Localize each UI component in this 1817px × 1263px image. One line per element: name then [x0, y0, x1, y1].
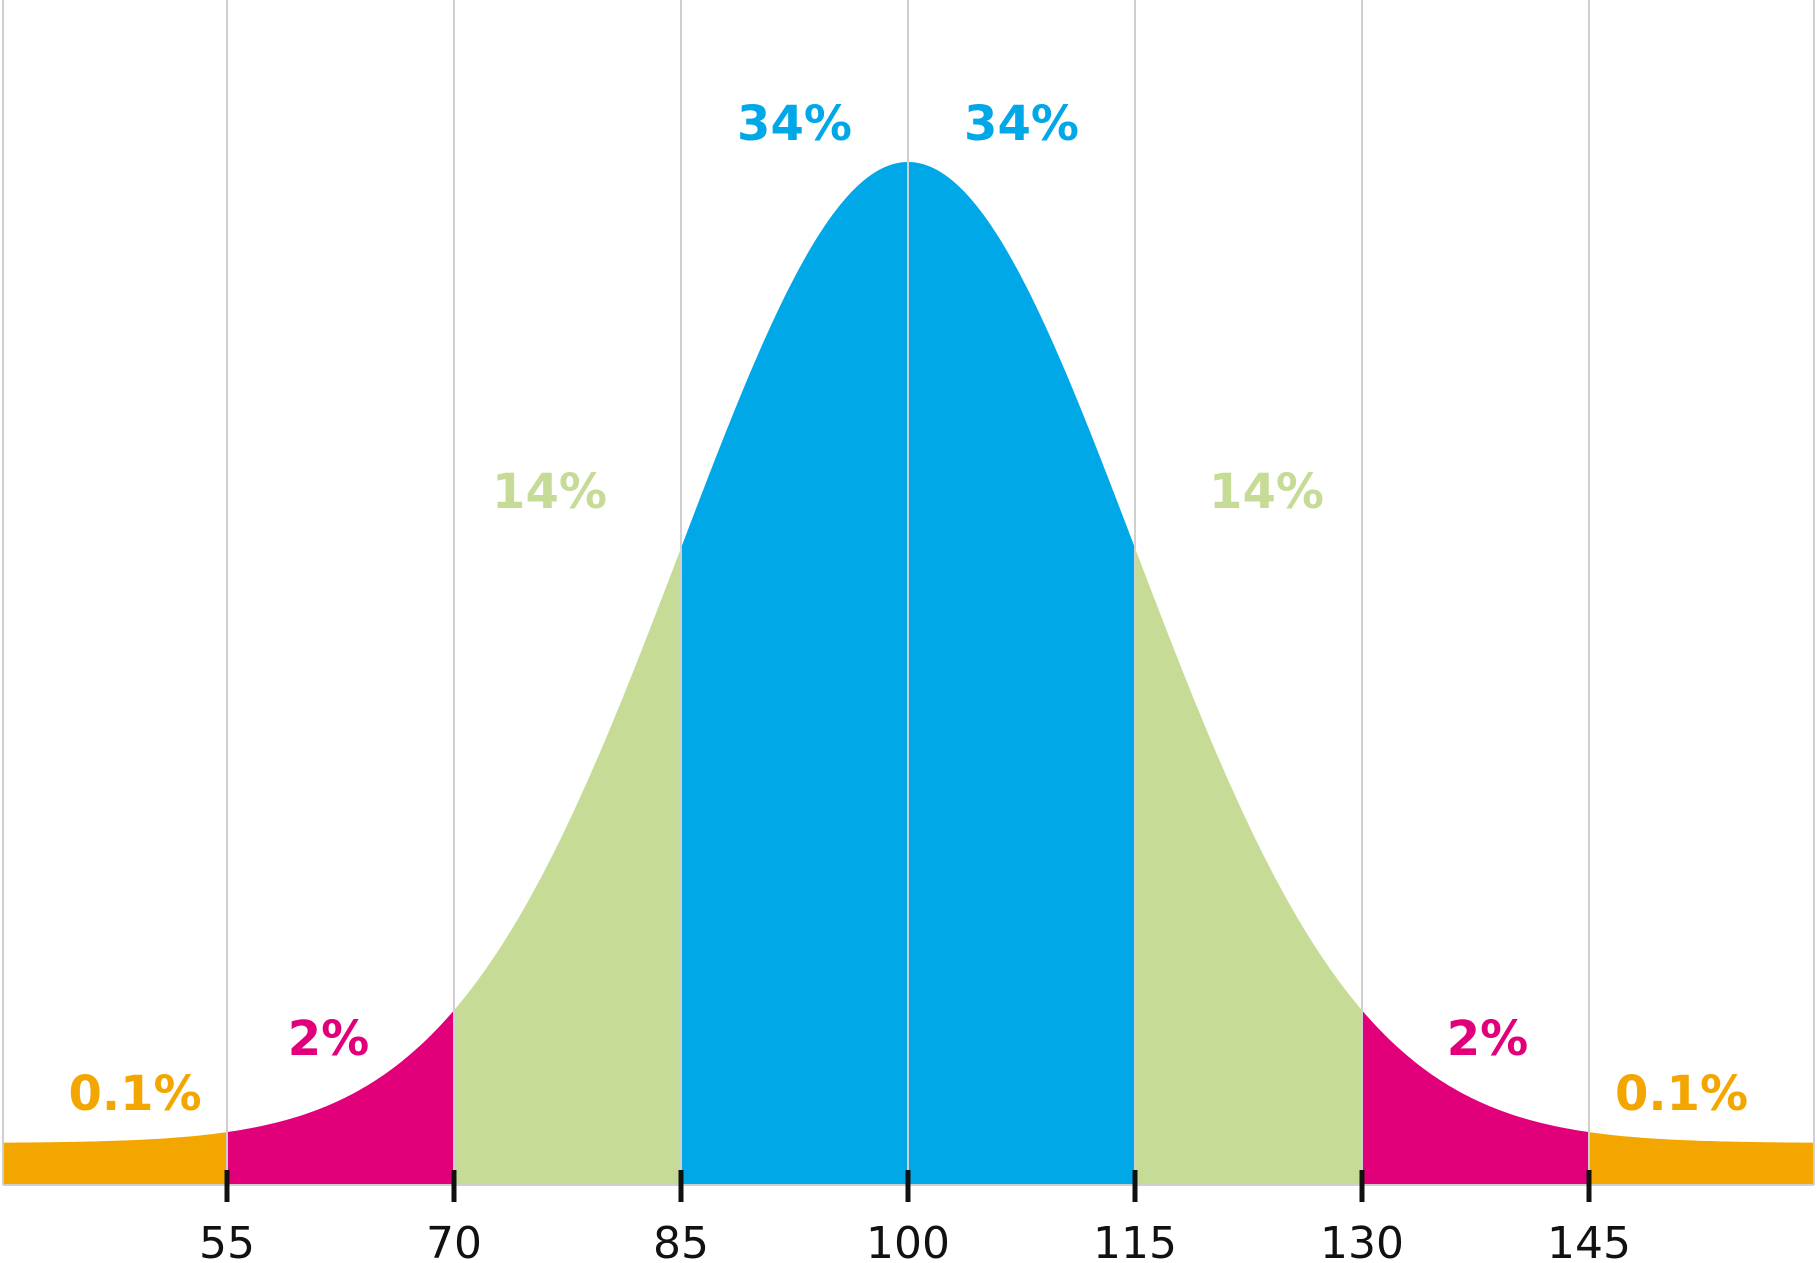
band-area-6: [1362, 1010, 1589, 1185]
x-axis-ticks: [224, 1170, 1592, 1202]
band-label-3: 34%: [737, 96, 852, 152]
x-tick-label-55: 55: [199, 1218, 255, 1263]
band-label-4: 34%: [964, 96, 1079, 152]
band-areas: [3, 162, 1814, 1185]
grid-lines: [2, 0, 1815, 1185]
x-tick-label-130: 130: [1320, 1218, 1404, 1263]
x-tick-label-145: 145: [1547, 1218, 1631, 1263]
band-percent-labels: 0.1% 2% 14% 34% 34% 14% 2% 0.1%: [68, 96, 1748, 1122]
band-label-5: 14%: [1209, 464, 1324, 520]
band-area-3: [681, 162, 908, 1185]
band-label-0: 0.1%: [68, 1066, 201, 1122]
band-label-7: 0.1%: [1615, 1066, 1748, 1122]
band-area-7: [1589, 1132, 1814, 1185]
band-area-0: [3, 1132, 227, 1185]
band-area-4: [908, 162, 1135, 1185]
band-area-2: [454, 547, 681, 1185]
x-tick-label-100: 100: [866, 1218, 950, 1263]
band-area-5: [1135, 547, 1362, 1185]
band-label-6: 2%: [1447, 1011, 1529, 1067]
x-tick-label-70: 70: [426, 1218, 482, 1263]
x-axis-tick-labels: 55 70 85 100 115 130 145: [199, 1218, 1631, 1263]
band-label-1: 2%: [288, 1011, 370, 1067]
band-label-2: 14%: [492, 464, 607, 520]
x-tick-label-115: 115: [1093, 1218, 1177, 1263]
band-area-1: [227, 1010, 454, 1185]
x-tick-label-85: 85: [653, 1218, 709, 1263]
